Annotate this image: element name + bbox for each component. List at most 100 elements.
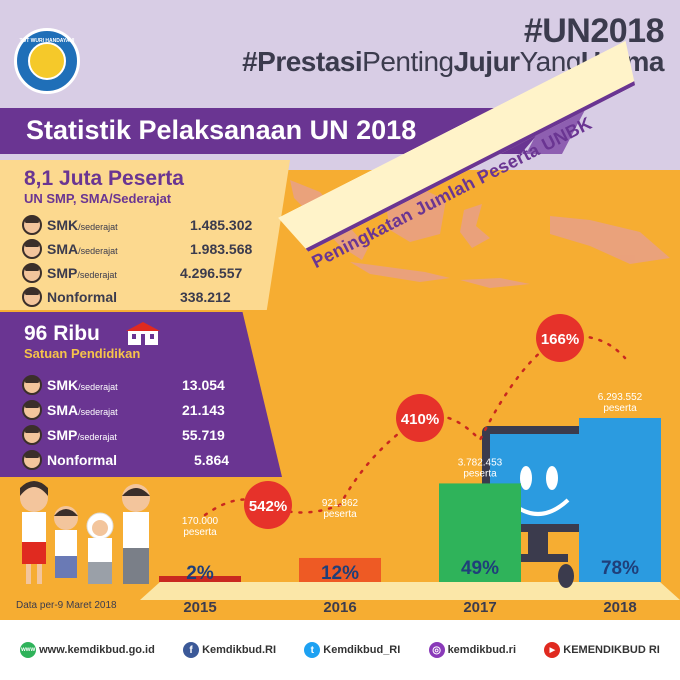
student-face-icon [22,375,42,395]
schools-headline: 96 Ribu [24,322,100,345]
hashtag-tagline: #PrestasiPentingJujurYangUtama [242,46,664,78]
value-label: 6.293.552 [598,392,643,403]
x-tick-label: 2017 [463,599,496,616]
unit-label: peserta [603,403,637,414]
tag-part: Penting [362,46,454,77]
footer-twitter[interactable]: t Kemdikbud_RI [304,642,400,658]
bar-2018 [579,417,661,582]
student-hijab-icon [86,512,114,584]
row-suffix: /sederajat [78,407,118,417]
value-label: 170.000 [182,516,219,527]
participant-row: SMP/sederajat 4.296.557 [22,262,242,284]
student-face-icon [22,215,42,235]
student-face-icon [22,425,42,445]
row-suffix: /sederajat [78,382,118,392]
tag-part: Jujur [453,46,520,77]
student-senior-icon [122,484,150,584]
school-row: Nonformal 5.864 [22,449,229,471]
student-face-icon [22,239,42,259]
logo-emblem-icon [28,42,66,80]
bar-2015 [159,576,241,582]
footer-facebook[interactable]: f Kemdikbud.RI [183,642,276,658]
footer-bar: www www.kemdikbud.go.id f Kemdikbud.RI t… [0,620,680,680]
student-girl-icon [20,481,48,584]
instagram-icon: ◎ [428,642,445,658]
row-value: 4.296.557 [180,265,243,281]
student-face-icon [22,450,42,470]
row-label: SMP [47,427,78,443]
growth-bubble [396,394,444,442]
share-label: 49% [461,558,499,579]
row-label: Nonformal [47,452,117,468]
participant-row: Nonformal 338.212 [22,286,231,308]
row-label: SMK [47,377,79,393]
participant-row: SMA/sederajat 1.983.568 [22,238,252,260]
bar-2017 [439,483,521,582]
row-suffix: /sederajat [77,270,117,280]
data-note: Data per-9 Maret 2018 [16,600,117,611]
page-title: Statistik Pelaksanaan UN 2018 [26,115,417,145]
footer-website[interactable]: www www.kemdikbud.go.id [20,642,155,658]
school-row: SMK/sederajat 13.054 [22,374,225,396]
value-label: 921.862 [322,498,359,509]
participants-subtitle: UN SMP, SMA/Sederajat [24,191,172,206]
computer-monitor-icon [482,426,592,588]
chart-floor [140,582,680,600]
hashtag-un2018: #UN2018 [523,12,665,50]
twitter-icon: t [304,642,321,658]
row-suffix: /sederajat [78,222,118,232]
row-value: 55.719 [182,427,225,443]
row-label: SMP [47,265,78,281]
facebook-icon: f [183,642,200,658]
kemdikbud-logo: TUT WURI HANDAYANI [14,28,80,94]
participants-panel [0,160,290,310]
row-value: 5.864 [194,452,230,468]
footer-link-text: Kemdikbud.RI [202,644,277,656]
growth-bubble [244,481,292,529]
student-face-icon [22,263,42,283]
footer-link-text: Kemdikbud_RI [323,644,401,656]
row-value: 338.212 [180,289,231,305]
footer-instagram[interactable]: ◎ kemdikbud.ri [428,642,517,658]
row-suffix: /sederajat [77,432,117,442]
share-label: 78% [601,558,639,579]
schools-subtitle: Satuan Pendidikan [24,346,141,361]
x-tick-label: 2018 [603,599,636,616]
x-tick-label: 2016 [323,599,356,616]
footer-youtube[interactable]: ▶ KEMENDIKBUD RI [544,642,660,658]
globe-icon: www [20,642,37,658]
row-label: SMK [47,217,79,233]
value-label: 3.782.453 [458,457,503,468]
growth-label: 166% [541,331,579,348]
participants-headline: 8,1 Juta Peserta [24,167,184,190]
unit-label: peserta [323,509,357,520]
unit-label: peserta [463,468,497,479]
tag-part: #Prestasi [242,46,363,77]
student-boy-icon [54,506,78,578]
students-illustration [20,481,150,584]
row-value: 13.054 [182,377,225,393]
row-value: 21.143 [182,402,225,418]
bar-2016 [299,557,381,582]
growth-label: 410% [401,411,439,428]
student-face-icon [22,400,42,420]
participant-row: SMK/sederajat 1.485.302 [22,214,252,236]
share-label: 12% [321,563,359,584]
share-label: 2% [186,563,214,584]
row-label: SMA [47,241,79,257]
row-value: 1.983.568 [190,241,253,257]
growth-bubble [536,314,584,362]
row-label: Nonformal [47,289,117,305]
growth-label: 542% [249,498,287,515]
footer-link-text: kemdikbud.ri [447,644,517,656]
student-face-icon [22,287,42,307]
row-value: 1.485.302 [190,217,253,233]
row-label: SMA [47,402,79,418]
youtube-icon: ▶ [544,642,561,658]
logo-text: TUT WURI HANDAYANI [19,38,75,44]
school-building-icon [126,322,160,345]
row-suffix: /sederajat [78,246,118,256]
footer-link-text: KEMENDIKBUD RI [563,644,660,656]
footer-link-text: www.kemdikbud.go.id [39,644,155,656]
